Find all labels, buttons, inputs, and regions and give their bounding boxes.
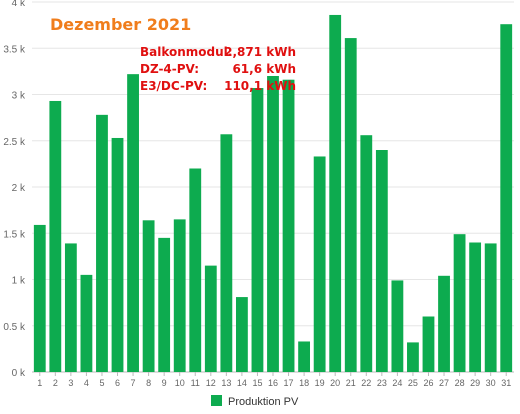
bar[interactable] [111, 137, 124, 372]
chart-title: Dezember 2021 [50, 15, 191, 34]
x-tick-label: 15 [252, 378, 262, 388]
x-tick-label: 19 [315, 378, 325, 388]
x-tick-label: 7 [131, 378, 136, 388]
y-tick-label: 2.5 k [3, 137, 26, 148]
x-tick-label: 27 [439, 378, 449, 388]
bar[interactable] [438, 275, 450, 372]
bar[interactable] [220, 134, 233, 372]
x-tick-label: 20 [330, 378, 340, 388]
bar[interactable] [173, 219, 186, 372]
bar[interactable] [267, 76, 279, 372]
bar[interactable] [329, 14, 342, 372]
y-tick-label: 1 k [12, 276, 26, 287]
annotation-value: 61,6 kWh [232, 62, 296, 76]
x-tick-label: 18 [299, 378, 309, 388]
bar[interactable] [158, 237, 171, 372]
x-tick-label: 28 [455, 378, 465, 388]
x-tick-label: 13 [221, 378, 231, 388]
x-tick-label: 1 [37, 378, 42, 388]
y-tick-label: 3 k [12, 91, 26, 102]
y-tick-label: 4 k [12, 0, 26, 9]
x-tick-label: 23 [377, 378, 387, 388]
bar[interactable] [500, 24, 513, 372]
x-tick-label: 2 [53, 378, 58, 388]
x-tick-label: 26 [423, 378, 433, 388]
bar[interactable] [96, 114, 108, 372]
bar[interactable] [235, 297, 248, 372]
bar[interactable] [189, 168, 202, 373]
x-tick-label: 29 [470, 378, 480, 388]
bar[interactable] [142, 220, 155, 372]
bar[interactable] [80, 274, 93, 372]
bar[interactable] [484, 243, 497, 372]
y-tick-label: 0 k [12, 368, 26, 379]
x-tick-label: 10 [175, 378, 185, 388]
x-tick-label: 11 [191, 378, 200, 388]
bar[interactable] [64, 243, 77, 372]
x-tick-label: 25 [408, 378, 418, 388]
bar[interactable] [127, 74, 139, 373]
bar[interactable] [282, 79, 295, 372]
annotation-label: DZ-4-PV: [140, 62, 199, 76]
bar[interactable] [204, 265, 217, 372]
bar[interactable] [375, 150, 388, 372]
x-tick-label: 17 [284, 378, 294, 388]
bar[interactable] [344, 38, 357, 372]
y-tick-label: 2 k [12, 183, 26, 194]
bar[interactable] [391, 280, 404, 372]
x-axis-ticks: 1 2 3 4 5 6 7 8 9 10 11 12 13 14 15 16 17 18 19 20 21 22 23 24 2… [37, 372, 511, 388]
x-tick-label: 5 [99, 378, 104, 388]
y-tick-label: 3.5 k [3, 44, 26, 55]
x-tick-label: 3 [68, 378, 73, 388]
x-tick-label: 21 [346, 378, 356, 388]
bar[interactable] [298, 341, 311, 372]
x-tick-label: 16 [268, 378, 278, 388]
x-tick-label: 14 [237, 378, 247, 388]
annotation-value: 110,1 kWh [224, 79, 296, 93]
legend-swatch [211, 395, 222, 406]
bar[interactable] [422, 316, 435, 373]
annotation-value: 2,871 kWh [224, 45, 296, 59]
bar[interactable] [407, 342, 419, 372]
bar[interactable] [49, 100, 62, 372]
annotation-label: E3/DC-PV: [140, 79, 207, 93]
bar[interactable] [469, 242, 482, 373]
bar[interactable] [360, 135, 373, 372]
x-tick-label: 24 [392, 378, 402, 388]
x-tick-label: 6 [115, 378, 120, 388]
annotations: Balkonmodul:2,871 kWh DZ-4-PV: 61,6 kWh E3/… [140, 45, 296, 93]
annotation-label: Balkonmodul: [140, 45, 233, 59]
bar[interactable] [313, 156, 326, 372]
x-tick-label: 30 [486, 378, 496, 388]
bar[interactable] [453, 234, 466, 372]
x-tick-label: 9 [162, 378, 167, 388]
x-tick-label: 8 [146, 378, 151, 388]
legend-label[interactable]: Produktion PV [228, 396, 299, 408]
bars [33, 14, 513, 373]
bar[interactable] [33, 224, 46, 372]
y-axis-ticks: 0 k 0.5 k 1 k 1.5 k 2 k 2.5 k 3 k 3.5 k 4 k [3, 0, 26, 379]
x-tick-label: 12 [206, 378, 216, 388]
x-tick-label: 31 [501, 378, 511, 388]
x-tick-label: 4 [84, 378, 89, 388]
y-tick-label: 1.5 k [3, 229, 26, 240]
bar[interactable] [251, 88, 264, 373]
x-tick-label: 22 [361, 378, 371, 388]
legend[interactable]: Produktion PV [211, 395, 299, 408]
y-tick-label: 0.5 k [3, 322, 26, 333]
